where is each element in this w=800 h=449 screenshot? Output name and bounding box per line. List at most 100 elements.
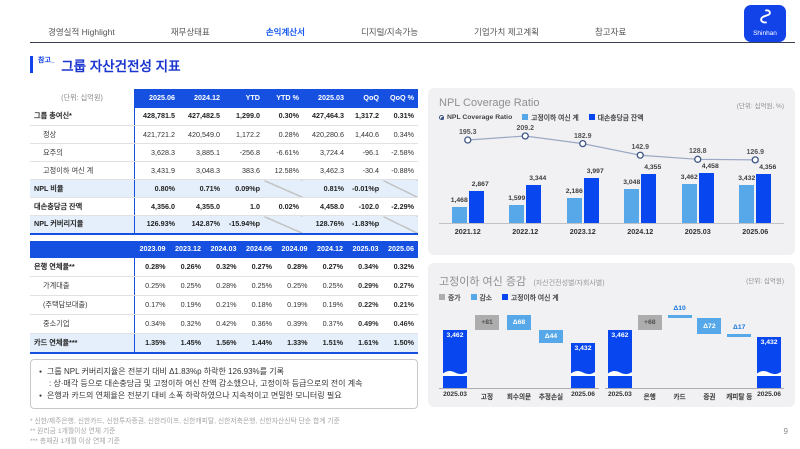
nav-tab-1[interactable]: 경영실적 Highlight [48,27,115,37]
cell: 0.09%p [224,179,264,198]
axis-break-icon [571,363,595,381]
legend-label: NPL Coverage Ratio [447,113,513,121]
x-axis-label: 2025.03 [443,391,467,398]
x-axis-label: 회수의문 [506,394,532,401]
shinhan-logo: Shinhan [744,5,786,42]
nav-tab-6[interactable]: 참고자료 [594,27,627,37]
cell: 0.81% [303,179,348,198]
cell: 0.19% [169,295,205,315]
axis-break-icon [443,363,467,381]
delta-chart-title: 고정이하 여신 증감 [439,276,527,288]
cell: 0.29% [347,276,383,296]
cell: 0.32% [169,314,205,334]
line-marker-icon [439,114,444,120]
row-label: NPL 커버리지율 [30,215,135,234]
footnotes: * 신한/제주은행, 신한카드, 신한투자증권, 신한라이프, 신한캐피탈, 신… [30,417,340,447]
row-label: 카드 연체율*** [30,333,135,353]
total-bar: 3,432 [757,337,782,388]
total-bar: 3,462 [443,330,467,388]
cell: 0.25% [169,276,205,296]
cell: 421,721.2 [134,125,179,144]
row-label: NPL 비율 [30,179,135,198]
cell: -1.83%p [348,215,383,234]
row-label: 가계대출 [30,276,135,296]
table-header-row: (단위: 십억원) 2025.06 2024.12 YTD YTD % 2025.03 Qo… [30,88,418,108]
page-number: 9 [783,427,788,436]
title-prefix: 참고_ [38,57,55,64]
allowance-bar [526,185,542,223]
legend-item: 대손충당금 잔액 [588,112,643,122]
npl-card-header: NPL Coverage Ratio (단위: 십억원, %) [439,97,784,110]
note-bullet: ● 그룹 NPL 커버리지율은 전분기 대비 Δ1.83%p 하락한 126.93… [39,366,409,378]
cell: 0.80% [134,179,179,198]
cell: 1.0 [224,197,264,216]
cell: 3,885.1 [179,143,224,162]
right-column: NPL Coverage Ratio (단위: 십억원, %) NPL Cove… [428,88,795,407]
row-label: 대손충당금 잔액 [30,197,135,216]
npl-chart-unit: (단위: 십억원, %) [736,103,784,110]
delinquency-table-head: 2023.09 2023.12 2024.03 2024.06 2024.09 2024.… [30,240,418,258]
cell: 0.27% [240,257,276,277]
footnote-line: * 신한/제주은행, 신한카드, 신한투자증권, 신한라이프, 신한캐피탈, 신… [30,418,340,425]
allowance-bar [468,191,484,223]
cell: 3,462.3 [303,161,348,180]
cell: 0.19% [276,295,312,315]
x-axis-label: 2025.06 [742,227,769,236]
bar-value-label: 1,468 [450,197,468,204]
bar-value-label: 3,997 [586,168,604,175]
table-row: 그룹 총여신* 428,781.5 427,482.5 1,299.0 0.30% 427… [30,107,418,126]
row-label: 정상 [30,125,135,144]
cell: 128.76% [303,215,348,234]
delta-card-header: 고정이하 여신 증감 (자산건전성별/자회사별) (단위: 십억원) [439,272,784,290]
footnote-line: ** 원리금 1개월이상 연체 기준 [30,427,116,435]
cell: 0.37% [311,314,347,334]
cell: 1.45% [169,333,205,353]
line-value-label: 142.9 [631,144,650,152]
delta-chart-group-1: 3,462 2025.03 +81 고정 Δ68 회수의문 Δ44 추정손실 3,432 2025… [439,306,599,402]
x-axis-label: 2025.06 [757,391,781,398]
coverage-ratio-line [464,132,759,164]
cell: 0.46% [382,314,418,334]
cell: 126.93% [134,215,179,234]
cell: 0.28% [264,125,303,144]
total-bar-label: 3,432 [574,345,592,352]
small-decrease-label: Δ17 [733,324,746,331]
table-col-header: 2024.03 [205,240,241,258]
cell: 0.18% [240,295,276,315]
cell: 0.32% [382,257,418,277]
x-axis-label: 카드 [673,394,686,401]
nav-tab-5[interactable]: 기업가치 제고계획 [474,27,539,37]
cell: 4,355.0 [179,197,224,216]
table-row: 카드 연체율*** 1.35% 1.45% 1.56% 1.44% 1.33% 1.51% 1… [30,333,418,353]
table-col-header: YTD [224,88,264,108]
npl-coverage-card: NPL Coverage Ratio (단위: 십억원, %) NPL Cove… [428,88,795,255]
square-marker-icon [439,294,445,300]
npl-total-bar [739,185,755,223]
cell: 0.28% [276,257,312,277]
cell: 1,440.6 [348,125,383,144]
decrease-box: Δ44 [539,330,563,343]
nav-tab-2[interactable]: 재무상태표 [170,27,210,37]
x-axis-label: 추정손실 [538,394,564,401]
note-text: : 상·매각 등으로 대손충당금 및 고정이하 여신 잔액 감소했으나, 고정이… [49,378,363,388]
nav-tab-3[interactable]: 손익계산서 [265,27,305,37]
table-row: 요주의 3,628.3 3,885.1 -256.8 -6.61% 3,724.4 -96.… [30,143,418,162]
cell: 1.56% [205,333,241,353]
table-col-header: 2023.09 [134,240,170,258]
nav-tab-4[interactable]: 디지털/지속가능 [360,27,419,37]
bar-value-label: 3,344 [529,175,547,182]
cell: -30.4 [348,161,383,180]
cell: 0.22% [347,295,383,315]
row-label: 그룹 총여신* [30,107,135,126]
x-axis-label: 2025.03 [684,227,711,236]
cell: 3,048.3 [179,161,224,180]
cell: 0.26% [169,257,205,277]
cell [383,179,418,198]
total-bar-label: 3,462 [611,332,629,339]
table-col-header: 2023.12 [169,240,205,258]
cell: 427,464.3 [303,107,348,126]
table-row: 고정이하 여신 계 3,431.9 3,048.3 383.6 12.58% 3,462.… [30,161,418,180]
bar-value-label: 1,599 [508,195,526,202]
table-row: 은행 연체율** 0.28% 0.26% 0.32% 0.27% 0.28% 0.27% 0.… [30,257,418,277]
cell: -96.1 [348,143,383,162]
